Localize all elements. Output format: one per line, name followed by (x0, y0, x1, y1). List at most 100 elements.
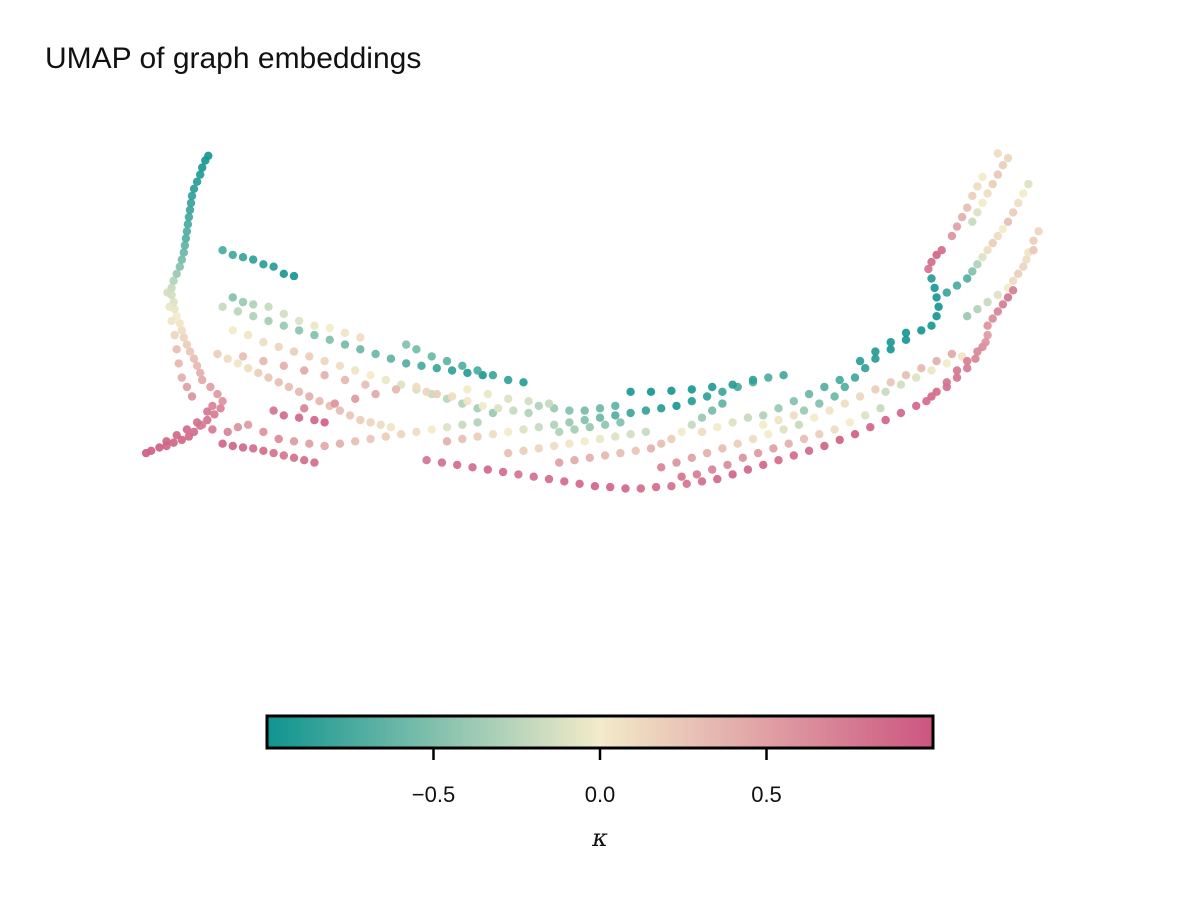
scatter-point (183, 220, 193, 229)
scatter-point (320, 418, 329, 427)
scatter-point (294, 387, 304, 396)
scatter-point (779, 371, 788, 380)
scatter-point (249, 255, 258, 264)
scatter-point (850, 373, 860, 382)
scatter-point (570, 425, 579, 434)
scatter-point (667, 386, 676, 395)
scatter-point (677, 427, 686, 437)
scatter-point (493, 404, 503, 413)
scatter-point (667, 434, 676, 444)
scatter-point (366, 371, 375, 380)
scatter-point (687, 397, 696, 406)
scatter-point (463, 368, 472, 378)
scatter-point (179, 333, 188, 342)
scatter-point (340, 340, 350, 349)
scatter-point (626, 387, 635, 396)
scatter-point (983, 297, 992, 307)
scatter-point (422, 456, 431, 465)
scatter-point (249, 444, 258, 453)
scatter-point (1029, 246, 1038, 255)
scatter-point (871, 347, 880, 356)
scatter-point (284, 382, 294, 392)
scatter-point (228, 441, 237, 451)
scatter-point (728, 418, 737, 427)
scatter-point (213, 389, 222, 399)
scatter-point (269, 406, 278, 415)
scatter-point (855, 356, 865, 366)
scatter-point (213, 349, 222, 359)
scatter-point (335, 439, 345, 448)
scatter-point (458, 361, 467, 370)
scatter-point (504, 427, 513, 437)
scatter-point (330, 399, 339, 408)
scatter-point (1019, 262, 1028, 271)
scatter-point (830, 425, 839, 434)
scatter-point (269, 448, 278, 458)
scatter-point (978, 253, 987, 262)
scatter-point (820, 441, 829, 451)
scatter-point (185, 205, 195, 215)
scatter-point (182, 340, 192, 349)
scatter-point (934, 302, 943, 311)
scatter-point (728, 470, 737, 479)
scatter-point (177, 255, 186, 264)
scatter-point (320, 356, 329, 366)
scatter-point (300, 456, 309, 465)
scatter-point (504, 375, 513, 385)
scatter-point (646, 387, 656, 396)
scatter-point (238, 443, 248, 452)
scatter-point (952, 366, 962, 375)
scatter-point (560, 477, 569, 486)
scatter-point (381, 375, 390, 385)
scatter-point (381, 432, 390, 441)
scatter-point (386, 423, 396, 432)
scatter-point (198, 375, 207, 385)
scatter-point (555, 427, 564, 437)
scatter-point (973, 260, 982, 269)
scatter-point (320, 371, 329, 380)
scatter-point (206, 382, 215, 392)
scatter-point (186, 198, 196, 208)
scatter-point (483, 465, 492, 474)
scatter-point (1008, 286, 1018, 295)
scatter-point (723, 460, 732, 470)
scatter-point (294, 413, 304, 422)
scatter-point (279, 411, 288, 420)
scatter-point (789, 397, 798, 406)
scatter-point (238, 253, 248, 262)
scatter-point (702, 392, 712, 401)
scatter-point (534, 444, 543, 453)
scatter-point (861, 411, 870, 420)
scatter-point (611, 401, 620, 411)
scatter-point (218, 302, 227, 311)
scatter-point (789, 411, 798, 420)
scatter-point (1003, 153, 1013, 163)
scatter-point (917, 364, 926, 373)
scatter-point (687, 420, 696, 429)
scatter-point (850, 430, 860, 439)
scatter-point (185, 347, 195, 356)
scatter-point (192, 177, 202, 186)
scatter-point (180, 241, 190, 250)
scatter-point (249, 300, 258, 309)
scatter-point (963, 364, 972, 373)
scatter-point (753, 448, 763, 458)
scatter-point (279, 451, 288, 460)
scatter-point (473, 432, 482, 441)
scatter-point (167, 316, 176, 326)
scatter-point (366, 418, 375, 427)
scatter-point (570, 456, 579, 465)
scatter-point (534, 401, 543, 411)
scatter-point (932, 387, 941, 396)
scatter-point (697, 477, 707, 486)
scatter-point (1008, 276, 1018, 285)
scatter-point (174, 359, 183, 368)
scatter-point (163, 288, 172, 297)
scatter-point (182, 425, 192, 434)
scatter-point (804, 446, 814, 455)
scatter-point (371, 349, 380, 359)
scatter-point (606, 482, 615, 492)
scatter-point (641, 406, 651, 415)
scatter-point (243, 330, 253, 340)
scatter-point (585, 423, 594, 432)
